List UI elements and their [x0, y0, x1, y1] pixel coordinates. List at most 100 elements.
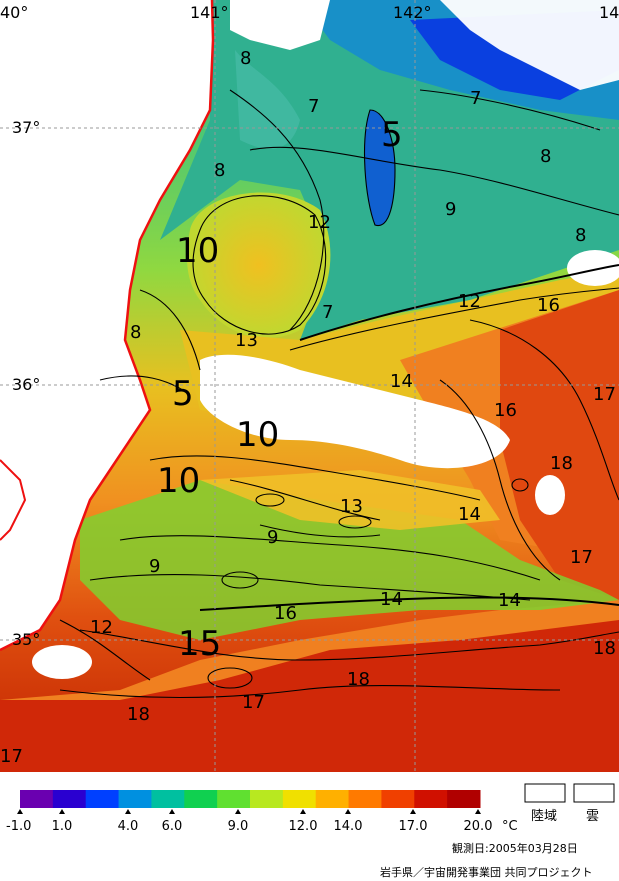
contour-label: 14: [498, 590, 521, 611]
tick-mark: [475, 809, 481, 814]
color-scale-segment: [282, 790, 317, 808]
contour-label: 9: [445, 199, 456, 220]
lat-label: 36°: [12, 375, 40, 394]
cloud-legend-label: 雲: [586, 809, 599, 824]
contour-label: 17: [0, 746, 23, 767]
contour-label: 16: [537, 295, 560, 316]
mid-yellow-patch: [200, 470, 500, 530]
tick-label: 1.0: [52, 819, 73, 834]
credits: 岩手県／宇宙開発事業団 共同プロジェクト: [380, 866, 593, 879]
contour-label: 16: [494, 400, 517, 421]
cold-tongue: [235, 50, 300, 149]
color-scale-segment: [118, 790, 152, 808]
tick-label: 17.0: [399, 819, 428, 834]
contour-label: 18: [593, 638, 616, 659]
contour-label: 7: [322, 302, 333, 323]
tick-mark: [125, 809, 131, 814]
coordinate-labels: 40° 141° 142° 14 37° 36° 35°: [0, 3, 619, 649]
contour-label: 17: [242, 692, 265, 713]
tick-mark: [345, 809, 351, 814]
land-honshu: [0, 0, 213, 650]
land-legend-label: 陸域: [531, 808, 557, 824]
lon-label: 14: [599, 3, 619, 22]
contour-label: 5: [172, 374, 194, 414]
contour-label: 8: [240, 48, 251, 69]
graticule: [0, 0, 619, 772]
color-scale-segment: [151, 790, 185, 808]
contour-label: 7: [470, 88, 481, 109]
contour-label: 17: [570, 547, 593, 568]
contour-label: 8: [130, 322, 141, 343]
contour-label: 12: [90, 617, 113, 638]
color-scale-ticks: -1.0 1.0 4.0 6.0 9.0 12.0 14.0 17.0 20.0: [6, 809, 492, 834]
color-scale-segment: [447, 790, 481, 808]
contour-label: 10: [236, 415, 279, 455]
contour-label: 15: [178, 624, 221, 664]
land-swatch: [524, 783, 566, 803]
color-scale-segment: [184, 790, 218, 808]
coastline-boso: [0, 459, 27, 541]
contour-label: 13: [340, 496, 363, 517]
tick-mark: [169, 809, 175, 814]
tick-label: 12.0: [289, 819, 318, 834]
contour-label: 12: [458, 291, 481, 312]
sst-map: 40° 141° 142° 14 37° 36° 35° 8 7 5 7 8 8 9 8 12 1…: [0, 0, 619, 772]
contour-label: 14: [390, 371, 413, 392]
tick-mark: [300, 809, 306, 814]
lon-label: 141°: [190, 3, 229, 22]
legend: -1.0 1.0 4.0 6.0 9.0 12.0 14.0 17.0 20.0 陸域 雲 °C: [6, 783, 615, 834]
contour-label: 8: [540, 146, 551, 167]
color-scale-segment: [20, 790, 54, 808]
sst-map-svg: 40° 141° 142° 14 37° 36° 35° 8 7 5 7 8 8 9 8 12 1…: [0, 0, 619, 772]
contour-label: 12: [308, 212, 331, 233]
color-scale-segment: [85, 790, 120, 808]
contour-label: 18: [127, 704, 150, 725]
contour-label: 18: [550, 453, 573, 474]
color-scale-segment: [414, 790, 448, 808]
contour-label: 14: [380, 589, 403, 610]
tick-label: 14.0: [334, 819, 363, 834]
tick-mark: [17, 809, 23, 814]
warm-eddy: [187, 192, 331, 339]
cold-core-5: [364, 110, 395, 226]
southern-warm: [0, 620, 619, 772]
tick-mark: [59, 809, 65, 814]
contour-label: 16: [274, 603, 297, 624]
isotherm-lines: [59, 89, 619, 699]
coastline: [0, 0, 215, 652]
lat-label: 37°: [12, 118, 40, 137]
contour-label: 10: [157, 461, 200, 501]
lat-label: 35°: [12, 630, 40, 649]
cloud-areas: [32, 0, 619, 679]
color-scale-segment: [348, 790, 382, 808]
contour-label: 14: [458, 504, 481, 525]
cloud-swatch: [573, 783, 615, 803]
color-scale-segment: [52, 790, 87, 808]
tick-label: -1.0: [6, 819, 31, 834]
tick-label: 4.0: [118, 819, 139, 834]
contour-label: 18: [347, 669, 370, 690]
contour-label: 10: [176, 231, 219, 271]
color-scale-segment: [217, 790, 251, 808]
contour-label: 17: [593, 384, 616, 405]
contour-label: 9: [267, 527, 278, 548]
color-scale-bar: [20, 790, 481, 808]
contour-label: 7: [308, 96, 319, 117]
unit-label: °C: [502, 819, 518, 834]
color-scale-segment: [381, 790, 415, 808]
tick-label: 6.0: [162, 819, 183, 834]
lon-label: 142°: [393, 3, 432, 22]
tick-mark: [235, 809, 241, 814]
observation-date: 観測日:2005年03月28日: [452, 842, 578, 855]
contour-label: 8: [214, 160, 225, 181]
color-scale-segment: [315, 790, 350, 808]
contour-label: 9: [149, 556, 160, 577]
contour-label: 13: [235, 330, 258, 351]
tick-label: 20.0: [464, 819, 493, 834]
contour-label: 8: [575, 225, 586, 246]
tick-label: 9.0: [228, 819, 249, 834]
tick-mark: [410, 809, 416, 814]
lon-label: 40°: [0, 3, 28, 22]
kuroshio-core: [500, 290, 619, 600]
contour-label: 5: [381, 115, 403, 155]
